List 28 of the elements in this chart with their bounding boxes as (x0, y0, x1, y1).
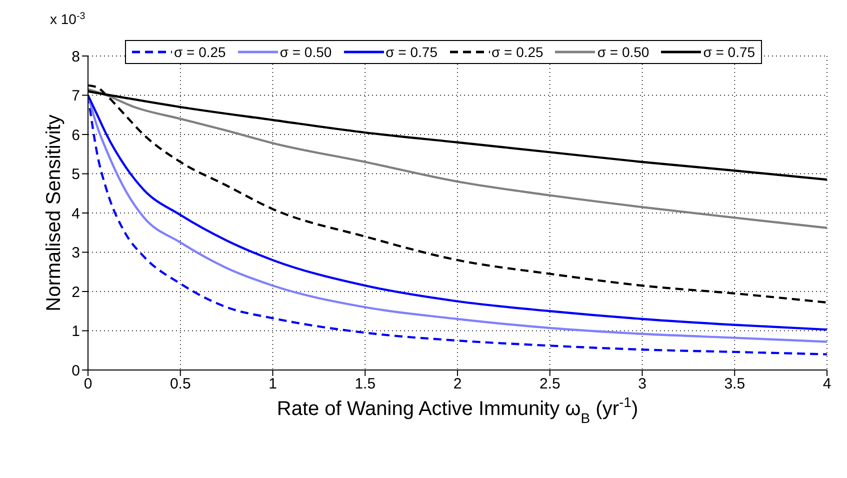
y-tick-label: 4 (72, 205, 80, 222)
legend-label: σ = 0.25 (174, 44, 226, 60)
x-tick-label: 4 (822, 376, 832, 393)
y-tick-label: 3 (72, 244, 80, 262)
y-tick-label: 8 (72, 48, 80, 66)
x-tick-label: 2.5 (539, 376, 560, 393)
y-tick-label: 5 (72, 166, 80, 184)
y-tick-label: 7 (72, 88, 80, 105)
x-tick-label: 2 (453, 376, 462, 393)
line-series (88, 88, 827, 230)
x-tick-label: 0.5 (170, 376, 191, 393)
y-tick-label: 2 (72, 284, 80, 301)
y-axis-title: Normalised Sensitivity (43, 114, 65, 312)
x-tick-label: 3.5 (724, 376, 746, 393)
y-tick-label: 6 (72, 126, 80, 144)
y-tick-label: 1 (72, 323, 80, 340)
y-tick-label: 0 (72, 362, 80, 380)
x-tick-label: 1.5 (354, 376, 376, 393)
x-axis-title: Rate of Waning Active Immunity ω$_{B}$ (yr$^{-1}$) (276, 394, 638, 426)
legend-label: σ = 0.50 (597, 44, 650, 60)
x-tick-label: 0 (84, 376, 92, 393)
text: x 10$^{-3}$ (50, 10, 86, 27)
legend-label: σ = 0.50 (280, 44, 332, 60)
legend-label: σ = 0.25 (492, 44, 544, 60)
legend-label: σ = 0.75 (703, 44, 756, 60)
x-tick-label: 3 (638, 376, 646, 393)
x-tick-label: 1 (268, 376, 277, 393)
legend-label: σ = 0.75 (386, 44, 438, 60)
